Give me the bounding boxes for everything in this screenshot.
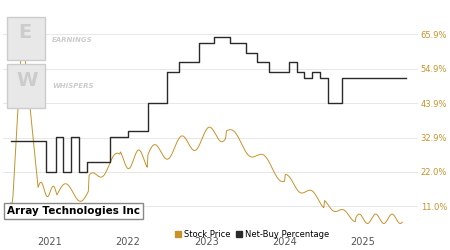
Text: WHISPERS: WHISPERS xyxy=(52,82,94,88)
FancyBboxPatch shape xyxy=(8,18,45,60)
Text: EARNINGS: EARNINGS xyxy=(52,38,93,44)
Text: Array Technologies Inc: Array Technologies Inc xyxy=(7,206,140,216)
Legend: Stock Price, Net-Buy Percentage: Stock Price, Net-Buy Percentage xyxy=(171,226,332,242)
Text: E: E xyxy=(18,24,32,42)
FancyBboxPatch shape xyxy=(8,64,45,108)
Text: W: W xyxy=(16,72,38,90)
